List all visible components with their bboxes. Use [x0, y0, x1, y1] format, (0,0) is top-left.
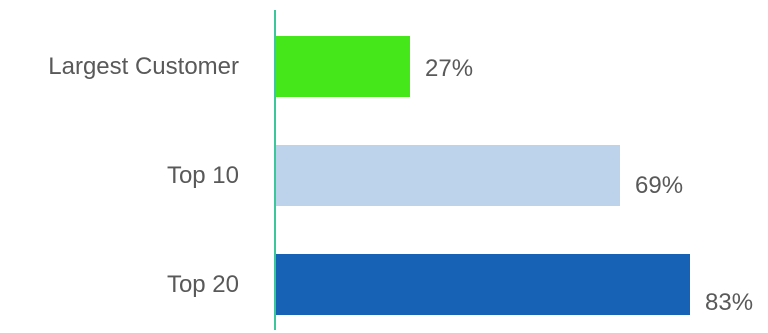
bars-layer	[275, 36, 690, 315]
bar-largest-customer	[275, 36, 410, 97]
value-label-top-20: 83%	[705, 289, 753, 316]
category-label-top-10: Top 10	[167, 162, 239, 189]
bar-top-10	[275, 145, 620, 206]
value-label-top-10: 69%	[635, 172, 683, 199]
bar-top-20	[275, 254, 690, 315]
category-labels-layer: Largest Customer Top 10 Top 20	[48, 53, 239, 298]
category-label-largest-customer: Largest Customer	[48, 53, 239, 80]
category-label-top-20: Top 20	[167, 271, 239, 298]
value-label-largest-customer: 27%	[425, 55, 473, 82]
value-labels-layer: 27% 69% 83%	[425, 55, 753, 316]
